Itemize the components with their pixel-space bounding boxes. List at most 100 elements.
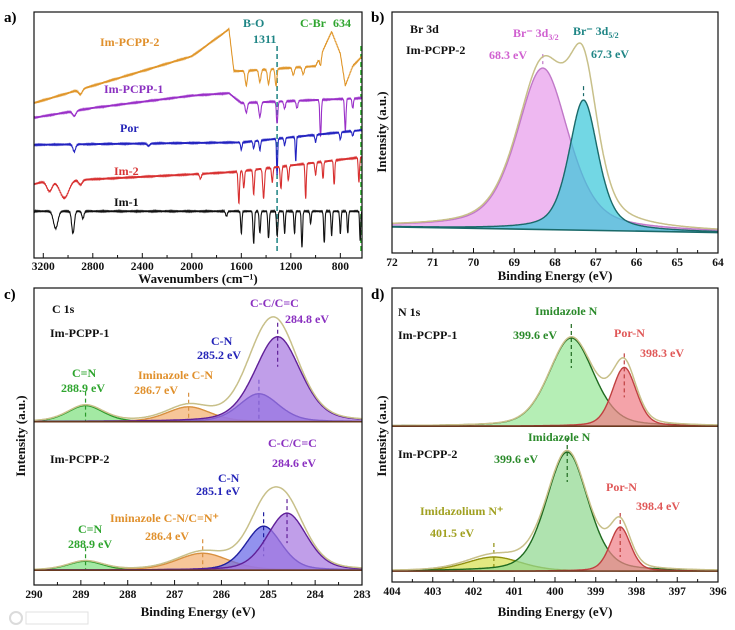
c1-value-285-2: 285.2 eV <box>197 348 241 362</box>
d2-label-imidazole: Imidazole N <box>528 430 591 444</box>
panel-label-d: d) <box>371 287 384 303</box>
x-tick-label: 289 <box>72 589 90 601</box>
x-tick-label: 290 <box>25 589 43 601</box>
y-axis-label-b: Intensity (a.u.) <box>374 91 389 172</box>
series-label-im-1: Im-1 <box>114 195 139 209</box>
x-tick-label: 284 <box>307 589 325 601</box>
x-tick-label: 70 <box>468 257 480 269</box>
sample-b: Im-PCPP-2 <box>406 43 465 57</box>
c2-value-284-6: 284.6 eV <box>272 456 316 470</box>
title-d: N 1s <box>398 305 421 319</box>
plot-layer: 3200 2800 2400 2000 1600 1200 800 72 71 70 69 68 67 6… <box>25 11 727 601</box>
peak-fill-286.7 <box>34 406 362 422</box>
x-tick-label: 2800 <box>81 261 104 273</box>
watermark-logo-icon <box>9 611 89 625</box>
sample-c-2: Im-PCPP-2 <box>50 452 109 466</box>
series-label-por: Por <box>120 121 139 135</box>
annotation-b-o: B-O <box>243 16 264 30</box>
stack-im-pcpp-2 <box>392 438 718 572</box>
annotation-c-br: C-Br <box>300 16 327 30</box>
x-tick-label: 68 <box>549 257 561 269</box>
title-c: C 1s <box>52 302 75 316</box>
c2-label-cn-double: C=N <box>78 522 103 536</box>
x-axis-label-a: Wavenumbers (cm⁻¹) <box>138 271 257 286</box>
x-axis-label-c: Binding Energy (eV) <box>141 604 256 619</box>
x-tick-label: 286 <box>213 589 231 601</box>
x-tick-label: 64 <box>712 257 724 269</box>
stack-im-pcpp-2 <box>391 42 719 234</box>
c2-value-288-9: 288.9 eV <box>68 537 112 551</box>
peak-fill-398.4 <box>392 527 718 572</box>
x-tick-label: 403 <box>424 586 442 598</box>
peak-fill-399.6 <box>392 338 718 427</box>
x-tick-label: 66 <box>631 257 643 269</box>
sample-d-2: Im-PCPP-2 <box>398 447 457 461</box>
annotation-634: 634 <box>333 16 351 30</box>
peak-fill-68.3 <box>392 68 718 233</box>
x-tick-label: 2400 <box>131 261 154 273</box>
x-axis-label-d: Binding Energy (eV) <box>498 604 613 619</box>
peak-line-399.7 <box>392 451 718 572</box>
x-tick-label: 283 <box>353 589 371 601</box>
d2-value-399-6: 399.6 eV <box>494 452 538 466</box>
panel-label-c: c) <box>4 287 16 303</box>
x-tick-label: 65 <box>672 257 684 269</box>
panel-label-b: b) <box>371 10 384 26</box>
x-tick-label: 3200 <box>32 261 55 273</box>
d1-value-398-3: 398.3 eV <box>640 346 684 360</box>
stack-im-pcpp-1 <box>33 316 363 423</box>
c2-label-cc: C-C/C=C <box>268 436 317 450</box>
x-tick-label: 285 <box>260 589 278 601</box>
c1-label-cn: C-N <box>211 334 233 348</box>
peak-fill-398.3 <box>392 367 718 427</box>
peak-fill-286.4 <box>34 553 362 571</box>
sample-d-1: Im-PCPP-1 <box>398 328 457 342</box>
spectrum-por <box>33 128 363 175</box>
peak-fill-67.3 <box>392 100 718 233</box>
x-tick-label: 800 <box>332 261 350 273</box>
c2-value-285-1: 285.1 eV <box>196 484 240 498</box>
x-tick-label: 398 <box>628 586 646 598</box>
panel-a: 3200 2800 2400 2000 1600 1200 800 <box>32 11 363 273</box>
x-axis-label-b: Binding Energy (eV) <box>498 268 613 283</box>
spectrum-im-1 <box>33 208 363 248</box>
spectrum-im-2 <box>33 155 363 205</box>
c1-label-cn-double: C=N <box>72 366 97 380</box>
envelope-im-pcpp-2 <box>391 42 719 230</box>
c1-value-286-7: 286.7 eV <box>134 383 178 397</box>
axes-frame-a <box>33 11 363 259</box>
x-tick-label: 397 <box>669 586 687 598</box>
panel-label-a: a) <box>4 10 17 26</box>
title-b: Br 3d <box>410 22 439 36</box>
peak-fill-284.6 <box>34 513 362 571</box>
d2-value-398-4: 398.4 eV <box>636 499 680 513</box>
peak-line-67.3 <box>391 99 719 233</box>
stack-im-pcpp-2 <box>33 486 362 571</box>
series-label-im-pcpp-1: Im-PCPP-1 <box>104 82 163 96</box>
peak-value-68-3: 68.3 eV <box>489 48 527 62</box>
y-axis-label-d: Intensity (a.u.) <box>374 395 389 476</box>
peak-fill-399.7 <box>392 452 718 572</box>
d1-label-por-n: Por-N <box>614 326 645 340</box>
series-label-im-pcpp-2: Im-PCPP-2 <box>100 35 159 49</box>
peak-label-br-3d32: Br⁻ 3d3/2 <box>513 26 559 42</box>
panel-b: 72 71 70 69 68 67 66 65 64 <box>386 11 724 269</box>
c1-value-288-9: 288.9 eV <box>61 381 105 395</box>
x-tick-label: 2000 <box>180 261 203 273</box>
x-tick-label: 402 <box>465 586 483 598</box>
c2-value-286-4: 286.4 eV <box>145 529 189 543</box>
d2-label-imidazolium: Imidazolium N⁺ <box>420 504 503 518</box>
c2-label-cn: C-N <box>218 471 240 485</box>
x-tick-label: 401 <box>506 586 524 598</box>
x-tick-label: 288 <box>119 589 137 601</box>
c1-value-284-8: 284.8 eV <box>285 312 329 326</box>
peak-value-67-3: 67.3 eV <box>591 47 629 61</box>
x-tick-label: 72 <box>386 257 398 269</box>
x-tick-label: 399 <box>587 586 605 598</box>
x-tick-label: 400 <box>546 586 564 598</box>
envelope-im-pcpp-1 <box>392 336 718 427</box>
d2-value-401-5: 401.5 eV <box>430 526 474 540</box>
spectrum-im-pcpp-1 <box>33 91 363 138</box>
peak-fill-284.8 <box>34 336 362 422</box>
